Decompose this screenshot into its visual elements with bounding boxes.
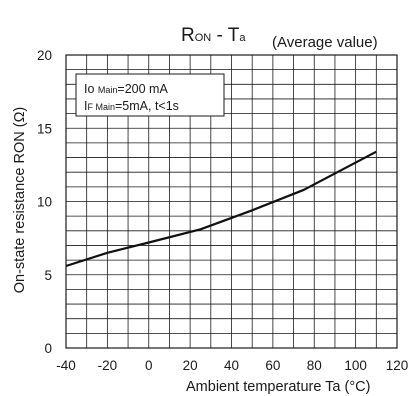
legend-line-2: IF Main=5mA, t<1s — [84, 99, 179, 113]
x-tick-label: 60 — [265, 358, 280, 373]
x-tick-label: -40 — [56, 358, 76, 373]
x-tick-label: 100 — [344, 358, 367, 373]
legend-line-1: Io Main=200 mA — [84, 82, 168, 96]
x-tick-label: 20 — [183, 358, 198, 373]
x-tick-label: 40 — [224, 358, 239, 373]
x-tick-label: -20 — [98, 358, 118, 373]
chart-title: RON - Ta — [181, 25, 246, 46]
x-tick-label: 0 — [145, 358, 153, 373]
x-axis-title: Ambient temperature Ta (°C) — [186, 379, 370, 395]
plot-frame — [65, 54, 398, 349]
legend: Io Main=200 mA IF Main=5mA, t<1s — [75, 73, 225, 117]
y-tick-label: 10 — [37, 195, 52, 210]
y-tick-label: 0 — [44, 341, 52, 356]
y-tick-label: 15 — [37, 121, 52, 136]
x-tick-label: 80 — [307, 358, 322, 373]
legend-box — [75, 73, 225, 117]
tick-labels: -40 -20 0 20 40 60 80 100 120 0 5 10 15 20 — [37, 48, 408, 373]
series-line — [65, 150, 377, 268]
y-axis-title: On-state resistance RON (Ω) — [12, 107, 28, 294]
x-tick-label: 120 — [386, 358, 409, 373]
y-tick-label: 5 — [44, 268, 52, 283]
y-tick-label: 20 — [37, 48, 52, 63]
chart-subtitle: (Average value) — [272, 34, 378, 51]
